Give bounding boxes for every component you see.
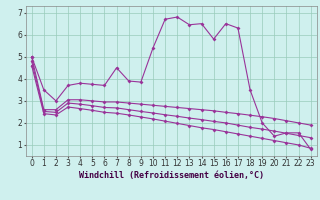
X-axis label: Windchill (Refroidissement éolien,°C): Windchill (Refroidissement éolien,°C) bbox=[79, 171, 264, 180]
